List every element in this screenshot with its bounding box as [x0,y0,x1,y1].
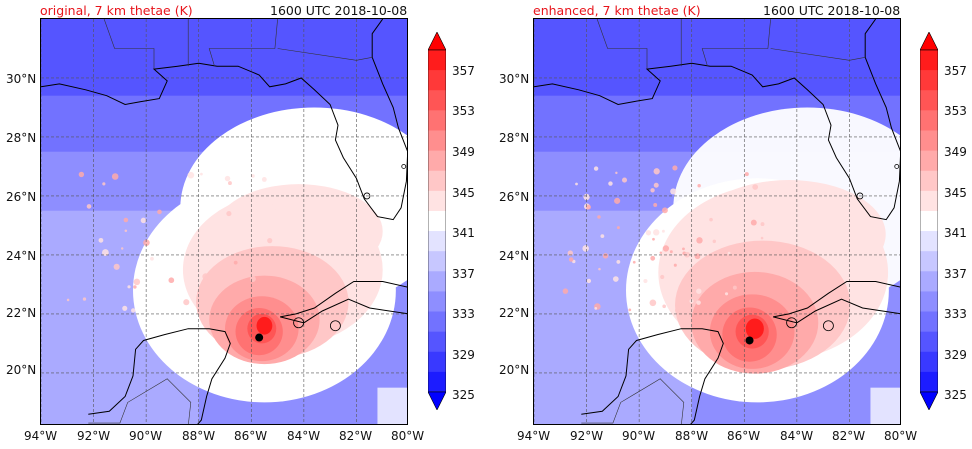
colorbar-tick-353: 353 [944,104,967,118]
colorbar-original [428,32,446,410]
lat-tick-28: 28°N [499,131,530,145]
storm-center-marker [255,333,264,342]
lon-tick-80: 80°W [884,429,918,443]
colorbar-tick-357: 357 [944,64,967,78]
lat-tick-22: 22°N [499,306,530,320]
lat-tick-28: 28°N [6,131,37,145]
colorbar-tick-337: 337 [944,267,967,281]
lon-tick-88: 88°W [675,429,709,443]
colorbar-tick-353: 353 [452,104,475,118]
thetae-map-enhanced [534,19,900,424]
map-original [40,18,408,425]
colorbar-tick-345: 345 [452,186,475,200]
colorbar-tick-337: 337 [452,267,475,281]
storm-center-marker [745,336,754,345]
colorbar-tick-329: 329 [452,348,475,362]
lon-tick-92: 92°W [570,429,604,443]
lat-tick-24: 24°N [499,249,530,263]
lon-tick-88: 88°W [182,429,216,443]
lon-tick-92: 92°W [77,429,111,443]
lon-tick-90: 90°W [622,429,656,443]
lon-tick-82: 82°W [832,429,866,443]
lon-tick-86: 86°W [727,429,761,443]
panel-time: 1600 UTC 2018-10-08 [763,3,901,18]
colorbar-enhanced [920,32,938,410]
lon-tick-80: 80°W [391,429,425,443]
left-panel: original, 7 km thetae (K) 1600 UTC 2018-… [6,3,475,443]
colorbar-tick-325: 325 [452,388,475,402]
lat-tick-22: 22°N [6,306,37,320]
lat-tick-20: 20°N [499,363,530,377]
colorbar-tick-341: 341 [944,226,967,240]
colorbar-tick-333: 333 [944,307,967,321]
lon-tick-94: 94°W [517,429,551,443]
right-panel: enhanced, 7 km thetae (K) 1600 UTC 2018-… [493,0,972,449]
lat-tick-30: 30°N [6,72,37,86]
lat-tick-26: 26°N [499,190,530,204]
lon-tick-90: 90°W [129,429,163,443]
lon-tick-84: 84°W [780,429,814,443]
colorbar-tick-341: 341 [452,226,475,240]
lat-tick-24: 24°N [6,249,37,263]
panel-title: enhanced, 7 km thetae (K) [533,3,701,18]
lon-tick-94: 94°W [24,429,58,443]
thetae-map-original [41,19,407,424]
colorbar-tick-333: 333 [452,307,475,321]
panel-title: original, 7 km thetae (K) [40,3,193,18]
colorbar-tick-345: 345 [944,186,967,200]
lat-tick-20: 20°N [6,363,37,377]
lat-tick-30: 30°N [499,72,530,86]
lon-tick-84: 84°W [287,429,321,443]
colorbar-tick-329: 329 [944,348,967,362]
panel-time: 1600 UTC 2018-10-08 [270,3,408,18]
colorbar-tick-325: 325 [944,388,967,402]
colorbar-tick-349: 349 [944,145,967,159]
lon-tick-86: 86°W [234,429,268,443]
lon-tick-82: 82°W [339,429,373,443]
colorbar-tick-357: 357 [452,64,475,78]
lat-tick-26: 26°N [6,190,37,204]
colorbar-tick-349: 349 [452,145,475,159]
map-enhanced [533,18,901,425]
